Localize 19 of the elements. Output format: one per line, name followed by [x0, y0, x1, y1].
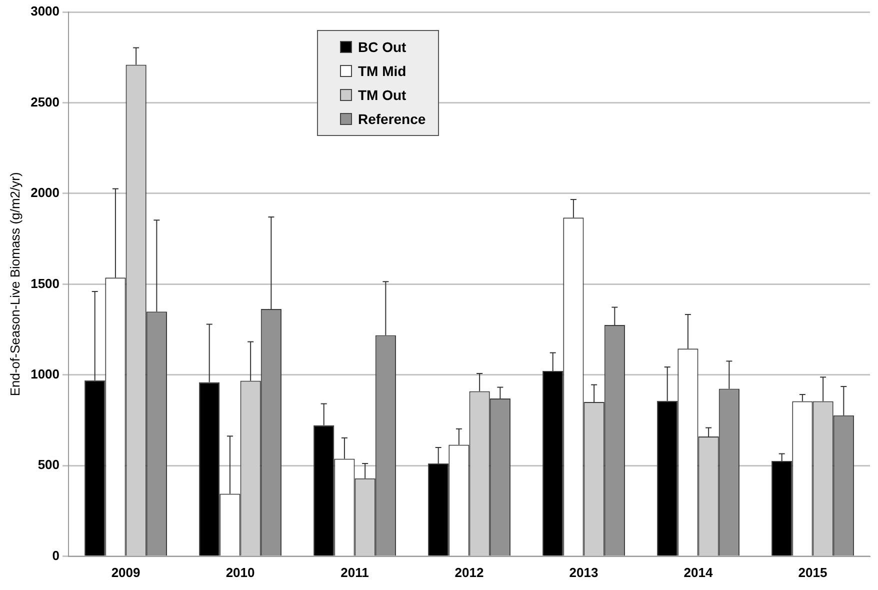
legend-label: BC Out	[358, 39, 406, 55]
x-tick-label: 2013	[569, 564, 598, 580]
y-tick-label: 2000	[30, 185, 60, 200]
x-tick-label: 2011	[340, 564, 369, 580]
y-tick-label: 2500	[30, 94, 60, 110]
x-tick-label: 2015	[798, 564, 828, 580]
x-tick-label: 2014	[684, 564, 714, 580]
x-tick-label: 2009	[111, 564, 140, 580]
legend-label: Reference	[358, 111, 426, 127]
legend-label: TM Out	[358, 87, 406, 103]
y-tick-label: 1500	[30, 276, 60, 291]
y-axis-title: End-of-Season-Live Biomass (g/m2/yr)	[7, 172, 22, 396]
y-tick-label: 0	[52, 548, 60, 563]
x-tick-label: 2010	[226, 564, 255, 580]
y-tick-label: 3000	[30, 4, 60, 19]
y-tick-label: 1000	[30, 366, 60, 382]
y-tick-label: 500	[38, 457, 60, 472]
legend-label: TM Mid	[358, 63, 406, 79]
x-tick-label: 2012	[454, 564, 484, 580]
